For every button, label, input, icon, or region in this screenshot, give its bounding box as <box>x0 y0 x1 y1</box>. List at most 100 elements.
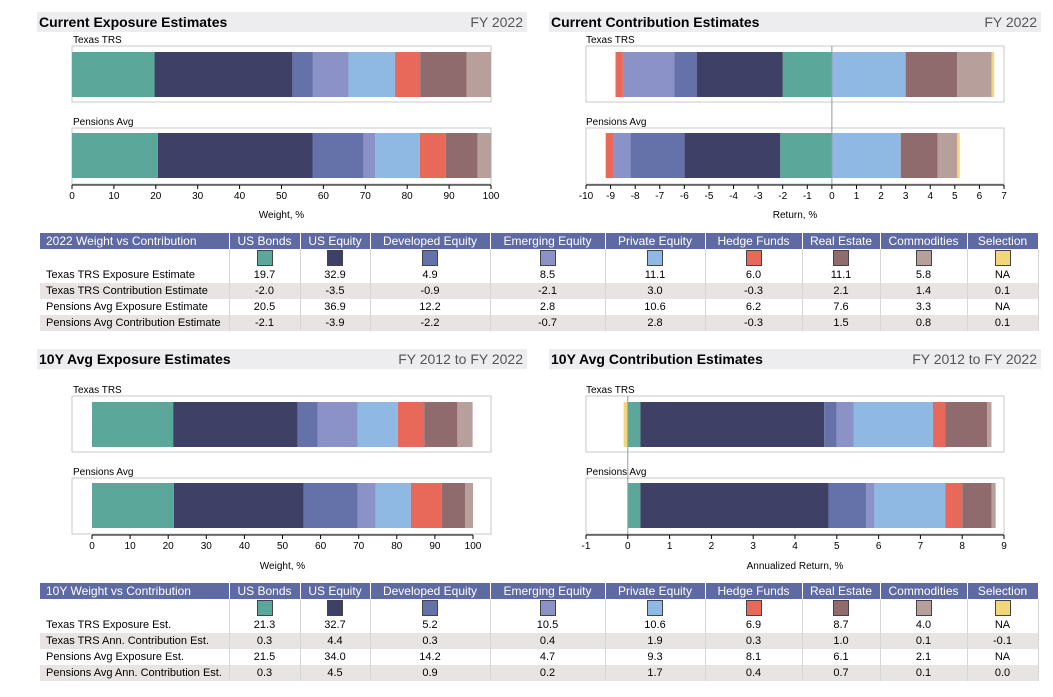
x-axis-label: Weight, % <box>260 561 305 572</box>
table-cell: -0.1 <box>967 633 1039 649</box>
legend-swatch-commodities <box>915 600 932 616</box>
bar-pensions-avg-emerging-equity <box>363 133 376 178</box>
bar-pensions-avg-developed-equity <box>312 133 364 178</box>
column-header: US Bonds <box>229 233 301 249</box>
row-label-pensions-avg: Pensions Avg <box>73 467 133 478</box>
table-row: Pensions Avg Contribution Estimate -2.1 -3… <box>40 315 1039 331</box>
x-tick-label: 60 <box>315 541 327 552</box>
bar-texas-trs-emerging-equity <box>622 52 675 97</box>
bar-texas-trs-private-equity <box>853 402 933 447</box>
table-cell: -0.7 <box>490 315 606 331</box>
column-header: Developed Equity <box>370 233 491 249</box>
bar-pensions-avg-private-equity <box>831 133 901 178</box>
table-cell: 2.1 <box>802 283 881 299</box>
bar-pensions-avg-us-bonds <box>72 133 158 178</box>
bar-texas-trs-emerging-equity <box>312 52 349 97</box>
column-header: Private Equity <box>605 583 706 599</box>
table-cell: 1.0 <box>802 633 881 649</box>
bar-texas-trs-us-equity <box>154 52 293 97</box>
table-cell: 3.0 <box>605 283 706 299</box>
bar-pensions-avg-real-estate <box>962 483 992 528</box>
bar-pensions-avg-commodities <box>464 483 473 528</box>
x-tick-label: 30 <box>201 541 213 552</box>
legend-swatch-selection <box>994 600 1011 616</box>
x-tick-label: 20 <box>163 541 175 552</box>
table-cell: 2.8 <box>490 299 606 315</box>
table-cell: 8.7 <box>802 617 881 633</box>
column-header: 10Y Weight vs Contribution <box>40 583 230 599</box>
table-cell: -2.1 <box>229 315 301 331</box>
x-tick-label: 100 <box>483 191 500 202</box>
section-period: FY 2012 to FY 2022 <box>398 351 523 367</box>
table-row: Texas TRS Exposure Est. 21.3 32.7 5.2 10.5 10… <box>40 617 1039 633</box>
column-header: Real Estate <box>802 233 881 249</box>
row-label-pensions-avg: Pensions Avg <box>73 117 133 128</box>
table-header-row: 10Y Weight vs Contribution US Bonds US Equ… <box>40 583 1039 599</box>
table-cell: 0.1 <box>967 315 1039 331</box>
bar-pensions-avg-commodities <box>991 483 996 528</box>
bar-pensions-avg-private-equity <box>874 483 946 528</box>
table-cell: 12.2 <box>370 299 491 315</box>
table-cell: 32.9 <box>300 267 371 283</box>
x-tick-label: 5 <box>834 541 840 552</box>
row-label-texas-trs: Texas TRS <box>586 35 635 46</box>
table-cell: -2.0 <box>229 283 301 299</box>
x-tick-label: 40 <box>239 541 251 552</box>
table-cell: -2.1 <box>490 283 606 299</box>
current-weight-contribution-table: 2022 Weight vs Contribution US Bonds US Eq… <box>40 233 1039 331</box>
section-title: Current Contribution Estimates <box>551 14 760 30</box>
bar-texas-trs-hedge-funds <box>395 52 421 97</box>
bar-pensions-avg-developed-equity <box>828 483 867 528</box>
column-header: US Bonds <box>229 583 301 599</box>
column-header: 2022 Weight vs Contribution <box>40 233 230 249</box>
legend-swatch-developed-equity <box>422 250 438 266</box>
current-exposure-estimates-chart: Texas TRS Pensions Avg 0 10 20 30 40 50 60 70 80 90… <box>69 35 500 221</box>
bar-texas-trs-us-bonds <box>72 52 155 97</box>
table-cell: 6.1 <box>802 649 881 665</box>
table-cell: 8.1 <box>705 649 803 665</box>
x-tick-label: -9 <box>606 191 615 202</box>
table-cell: 34.0 <box>300 649 371 665</box>
table-row: Pensions Avg Exposure Est. 21.5 34.0 14.2 4.… <box>40 649 1039 665</box>
x-tick-label: 9 <box>1001 541 1007 552</box>
table-cell: 6.2 <box>705 299 803 315</box>
legend-swatch-us-equity <box>327 250 343 266</box>
x-axis-label: Annualized Return, % <box>747 561 844 572</box>
bar-pensions-avg-emerging-equity <box>613 133 631 178</box>
bar-texas-trs-developed-equity <box>292 52 313 97</box>
x-tick-label: -7 <box>655 191 664 202</box>
section-period: FY 2022 <box>470 14 523 30</box>
10y-avg-contribution-estimates-chart: Texas TRS Pensions Avg -1 0 1 2 3 4 5 6 7 8 9 Annuali… <box>582 385 1008 572</box>
bar-pensions-avg-private-equity <box>375 483 411 528</box>
10y-avg-exposure-estimates-chart: Texas TRS Pensions Avg 0 10 20 30 40 50 60 70 80 90… <box>71 385 492 572</box>
x-tick-label: 4 <box>927 191 933 202</box>
x-tick-label: -3 <box>754 191 763 202</box>
x-tick-label: 5 <box>952 191 958 202</box>
x-tick-label: -5 <box>704 191 713 202</box>
legend-swatch-emerging-equity <box>539 600 556 616</box>
bar-texas-trs-real-estate <box>420 52 467 97</box>
row-label-pensions-avg: Pensions Avg <box>586 117 646 128</box>
x-tick-label: 2 <box>709 541 715 552</box>
bar-pensions-avg-us-bonds <box>627 483 641 528</box>
x-tick-label: 50 <box>277 541 289 552</box>
bar-texas-trs-developed-equity <box>297 402 318 447</box>
table-cell: 1.5 <box>802 315 881 331</box>
table-cell: 10.6 <box>605 617 706 633</box>
table-cell: -0.9 <box>370 283 491 299</box>
bar-texas-trs-private-equity <box>831 52 906 97</box>
bar-pensions-avg-us-equity <box>157 133 313 178</box>
column-header: Hedge Funds <box>705 233 803 249</box>
x-axis-label: Weight, % <box>259 210 304 221</box>
x-tick-label: 6 <box>876 541 882 552</box>
current-exposure-header: Current Exposure Estimates FY 2022 <box>37 12 527 32</box>
bar-pensions-avg-emerging-equity <box>357 483 376 528</box>
bar-texas-trs-commodities <box>466 52 491 97</box>
bar-pensions-avg-developed-equity <box>303 483 358 528</box>
bar-texas-trs-selection <box>623 402 628 447</box>
section-title: 10Y Avg Contribution Estimates <box>551 351 763 367</box>
table-cell: 21.3 <box>229 617 301 633</box>
table-cell: -0.3 <box>705 315 803 331</box>
bar-pensions-avg-real-estate <box>441 483 465 528</box>
